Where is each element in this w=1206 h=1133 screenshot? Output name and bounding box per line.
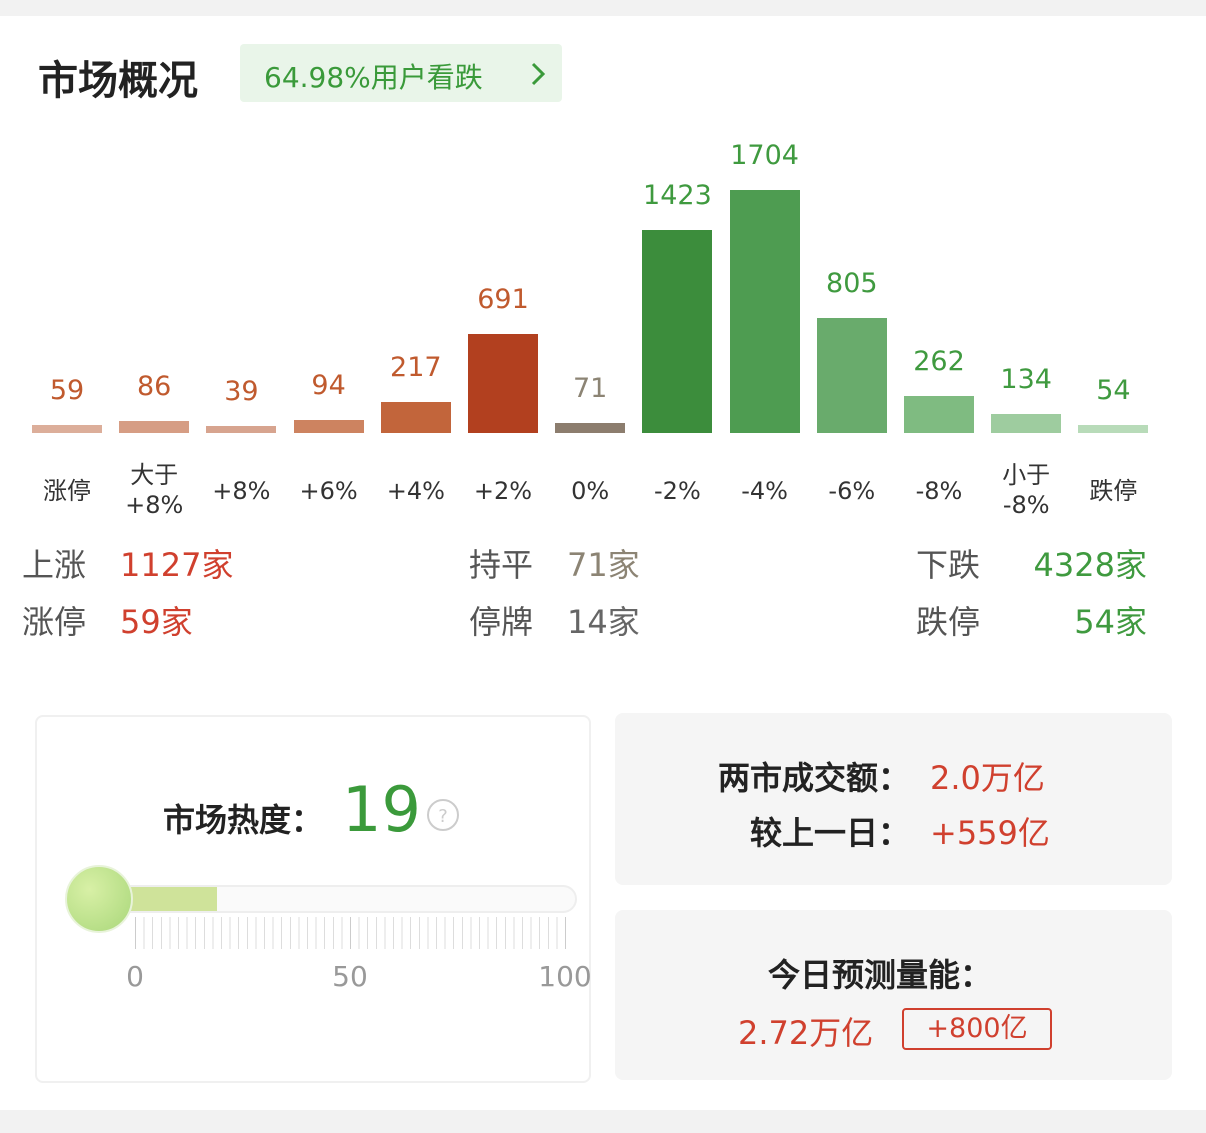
bar [642, 230, 713, 433]
help-icon[interactable]: ? [425, 797, 461, 833]
category-label: -2% [654, 477, 701, 505]
bar [816, 318, 887, 433]
chevron [531, 62, 546, 86]
change-label: 较上一日： [749, 814, 910, 852]
bottom-strip [0, 1110, 1206, 1133]
value-label: 217 [390, 352, 442, 384]
turnover-value: 2.0万亿 [930, 759, 1045, 797]
category-label: +2% [473, 477, 533, 505]
forecast-card: 今日预测量能： 2.72万亿 +800亿 [615, 910, 1172, 1080]
stat-value: 54家 [1074, 603, 1147, 641]
bar [468, 334, 538, 433]
title: 市场概况 [38, 58, 198, 104]
category-label: 小于 -8% [1002, 461, 1051, 519]
category-label: 跌停 [1089, 477, 1138, 505]
tick-label: 50 [332, 960, 368, 993]
sentiment-badge[interactable]: 64.98%用户看跌 [240, 44, 562, 102]
badge-text: 64.98%用户看跌 [264, 61, 483, 94]
stat-label: 停牌 [469, 603, 534, 641]
bar [729, 190, 800, 433]
category-label: +8% [212, 477, 271, 505]
stat-label: 涨停 [22, 603, 87, 641]
category-label: 大于 +8% [125, 461, 184, 519]
tick-label: 0 [126, 960, 144, 993]
bar [991, 413, 1062, 433]
value-label: 94 [311, 369, 346, 401]
value-label: 805 [826, 268, 878, 300]
bar [206, 426, 277, 433]
category-label: -6% [828, 477, 876, 505]
forecast-value: 2.72万亿 [738, 1014, 874, 1052]
value-label: 1423 [643, 180, 712, 212]
category-label: -4% [741, 477, 788, 505]
stat-value: 59家 [120, 603, 193, 641]
stat-label: 跌停 [916, 603, 981, 641]
value-label: 134 [1000, 363, 1052, 395]
bar [380, 402, 451, 433]
turnover-card: 两市成交额： 2.0万亿 较上一日： +559亿 [615, 713, 1172, 885]
bar [555, 422, 626, 433]
value-label: 1704 [730, 140, 799, 171]
bar [119, 420, 190, 433]
bar [293, 419, 364, 433]
value-label: 39 [224, 376, 259, 407]
stat-value: 14家 [567, 603, 640, 641]
stat-value: 71家 [567, 546, 640, 584]
forecast-change: +800亿 [902, 1008, 1052, 1050]
forecast-label: 今日预测量能： [767, 956, 992, 994]
stat-label: 持平 [469, 546, 534, 584]
value-label: 54 [1096, 375, 1131, 407]
value-label: 71 [573, 372, 608, 404]
top-strip [0, 0, 1206, 16]
stat-label: 下跌 [916, 546, 981, 584]
stat-value: 4328家 [1033, 546, 1147, 584]
stat-label: 上涨 [22, 546, 87, 584]
value-label: 86 [137, 370, 172, 402]
category-label: +6% [299, 477, 358, 505]
value-label: 691 [477, 284, 529, 316]
bar [32, 424, 102, 433]
bar [1078, 425, 1149, 433]
turnover-label: 两市成交额： [717, 759, 910, 797]
bar [904, 395, 974, 433]
heat-label: 市场热度： [163, 801, 324, 839]
stat-value: 1127家 [120, 546, 234, 584]
turnover-change: +559亿 [930, 814, 1050, 852]
tick-mark [135, 917, 136, 949]
heat-card: 市场热度： 19 ? 0 50 100 [35, 715, 592, 1083]
category-label: +4% [386, 477, 445, 505]
heat-knob [65, 865, 133, 933]
tick-mark [565, 917, 566, 949]
svg-text:?: ? [438, 806, 448, 827]
tick-mark [350, 917, 351, 949]
category-label: -8% [915, 477, 963, 505]
tick-label: 100 [538, 960, 592, 993]
value-label: 262 [913, 345, 965, 377]
category-label: 涨停 [43, 477, 91, 505]
category-label: 0% [571, 477, 610, 505]
value-label: 59 [49, 374, 85, 406]
heat-value: 19 [342, 773, 421, 846]
